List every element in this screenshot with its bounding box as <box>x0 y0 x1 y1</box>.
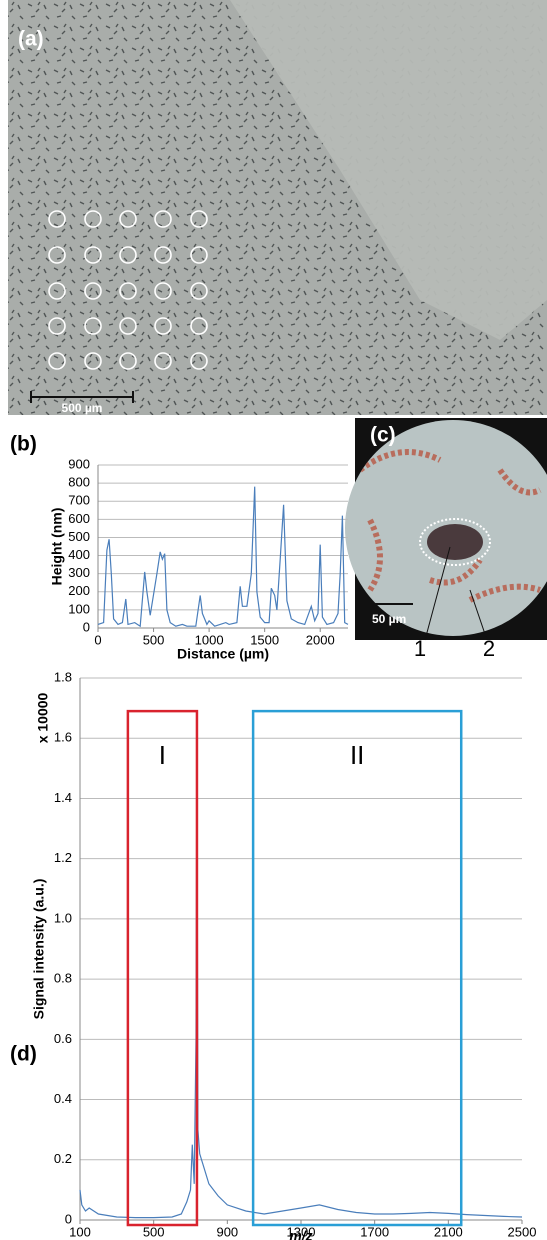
data-line <box>98 487 348 627</box>
x-tick-label: 2500 <box>508 1224 537 1239</box>
y-tick-label: 400 <box>68 547 90 562</box>
y-tick-label: 0.8 <box>54 971 72 986</box>
region-box <box>128 711 197 1225</box>
y-tick-label: 1.0 <box>54 910 72 925</box>
axis-multiplier: x 10000 <box>35 692 51 743</box>
y-axis-label: Signal intensity (a.u.) <box>31 879 47 1020</box>
panel-label: (b) <box>10 433 37 456</box>
y-tick-label: 500 <box>68 529 90 544</box>
marker-label: 2 <box>483 636 495 661</box>
scale-bar-label: 50 µm <box>372 612 406 626</box>
x-tick-label: 0 <box>94 632 101 647</box>
y-tick-label: 1.8 <box>54 669 72 684</box>
y-tick-label: 0.6 <box>54 1031 72 1046</box>
figure: (a) 500 µm (c) 50 µm 1 2 (b) 0 100 200 300 40… <box>0 0 547 1240</box>
scale-bar-label: 500 µm <box>62 401 103 415</box>
x-tick-label: 2000 <box>306 632 335 647</box>
y-tick-label: 0.4 <box>54 1091 72 1106</box>
y-tick-label: 600 <box>68 511 90 526</box>
region-box <box>253 711 461 1225</box>
panel-label: (a) <box>18 28 44 51</box>
x-tick-label: 2100 <box>434 1224 463 1239</box>
y-tick-label: 0.2 <box>54 1151 72 1166</box>
micrograph-a: (a) 500 µm <box>8 0 547 415</box>
y-axis-label: Height (nm) <box>49 508 65 586</box>
data-line <box>80 726 522 1217</box>
panel-label: (c) <box>370 424 396 447</box>
x-tick-label: 1700 <box>360 1224 389 1239</box>
region-label: I <box>159 740 166 770</box>
y-tick-label: 100 <box>68 601 90 616</box>
region-label: II <box>350 740 364 770</box>
y-tick-label: 0 <box>83 619 90 634</box>
x-tick-label: 500 <box>143 632 165 647</box>
y-tick-label: 1.2 <box>54 850 72 865</box>
x-axis-label: Distance (µm) <box>177 646 269 662</box>
y-tick-label: 200 <box>68 583 90 598</box>
y-tick-label: 700 <box>68 493 90 508</box>
x-tick-label: 900 <box>216 1224 238 1239</box>
y-tick-label: 1.4 <box>54 790 72 805</box>
marker-label: 1 <box>414 636 426 661</box>
page: {"panels": {"a": {"label": "(a)", "scale… <box>0 0 547 1240</box>
x-tick-label: 500 <box>143 1224 165 1239</box>
y-tick-label: 1.6 <box>54 730 72 745</box>
y-tick-label: 300 <box>68 565 90 580</box>
x-tick-label: 100 <box>69 1224 91 1239</box>
y-tick-label: 900 <box>68 456 90 471</box>
x-axis-label: m/z <box>289 1228 312 1240</box>
panel-label: (d) <box>10 1043 37 1066</box>
y-tick-label: 800 <box>68 475 90 490</box>
micrograph-c: (c) 50 µm 1 2 <box>340 410 547 661</box>
